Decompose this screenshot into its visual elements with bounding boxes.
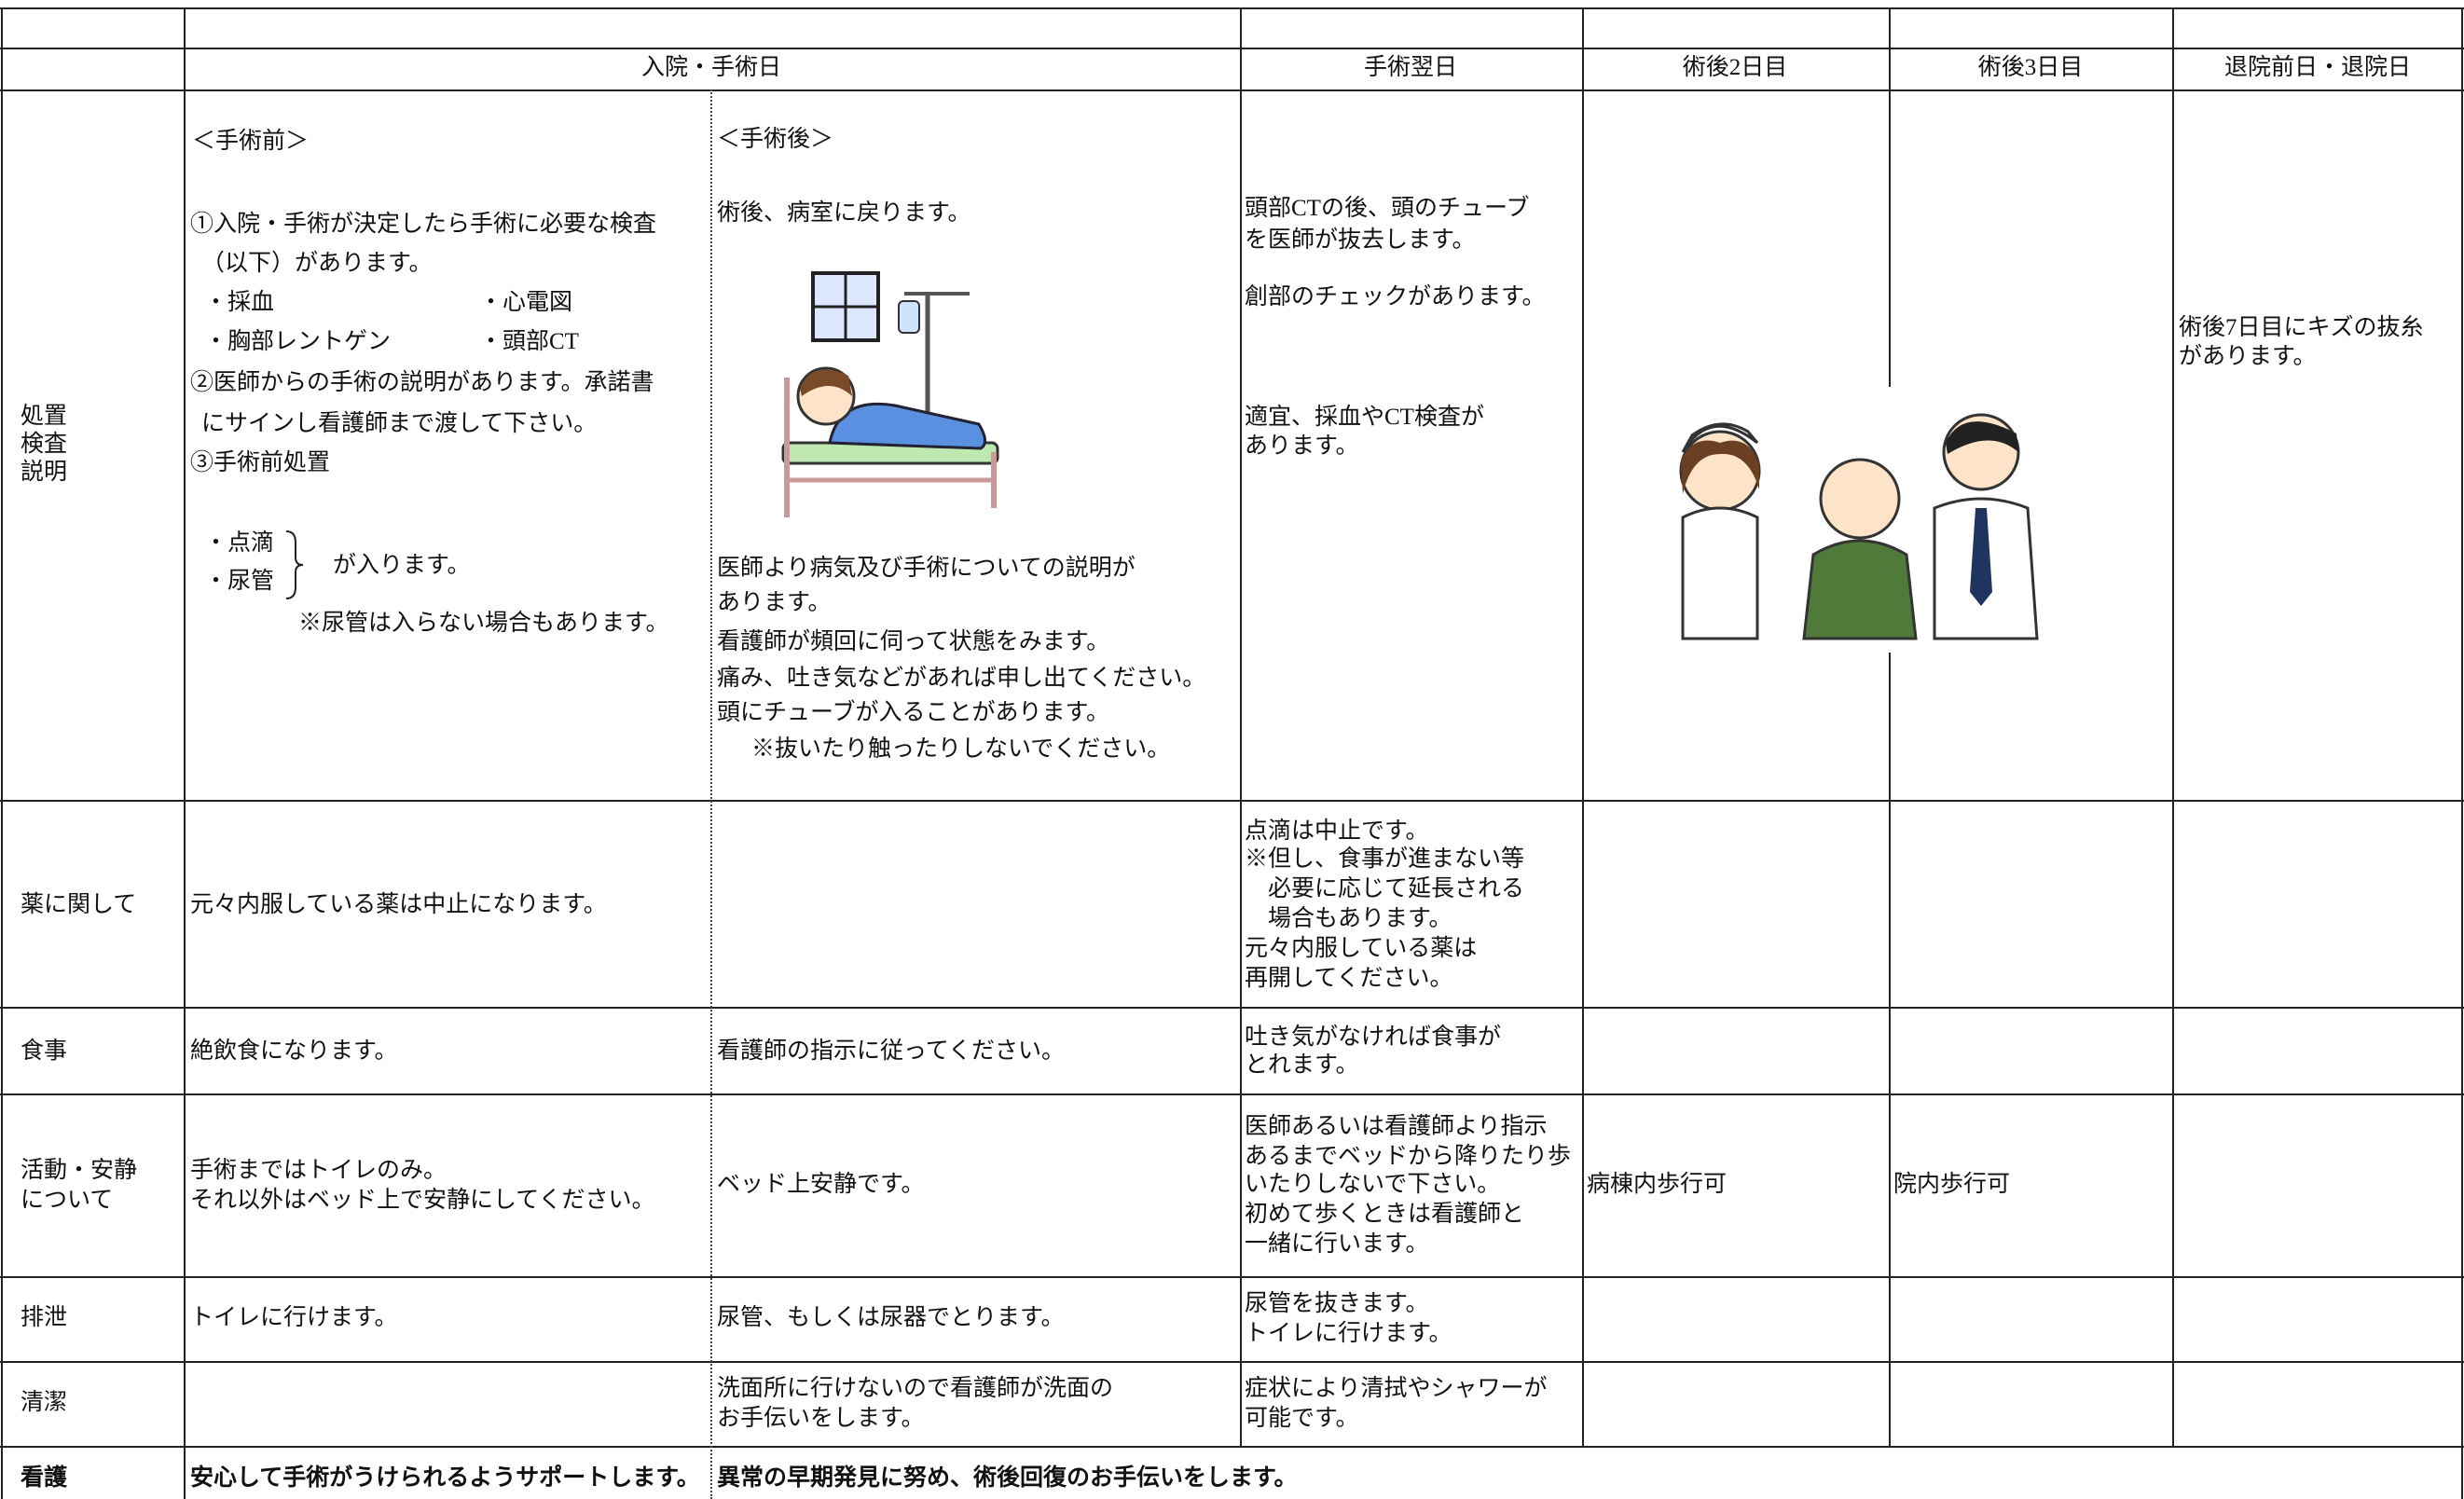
cell-text: ・心電図	[479, 290, 573, 315]
rule	[1240, 7, 1242, 1446]
cell-text: 看護師の指示に従ってください。	[717, 1038, 1066, 1064]
rule	[1582, 7, 1584, 1446]
cell-text: それ以外はベッド上で安静にしてください。	[190, 1188, 655, 1213]
cell-text: （以下）があります。	[201, 251, 433, 276]
row-label: 検査	[21, 432, 68, 457]
cell-text: 頭にチューブが入ることがあります。	[717, 700, 1110, 725]
cell-text: 病棟内歩行可	[1587, 1172, 1728, 1197]
cell-text: 適宜、採血やCT検査が	[1245, 405, 1484, 430]
header-cell: 術後3日目	[1977, 55, 2084, 80]
row-label: 薬に関して	[21, 892, 137, 917]
cell-text: 可能です。	[1245, 1406, 1359, 1431]
cell-text: ・点滴	[204, 530, 275, 556]
cell-text: 術後7日目にキズの抜糸	[2179, 315, 2424, 340]
cell-text: ※抜いたり触ったりしないでください。	[751, 736, 1171, 762]
cell-text: 洗面所に行けないので看護師が洗面の	[717, 1376, 1114, 1401]
row-label: 食事	[21, 1038, 68, 1064]
rule	[710, 89, 712, 1499]
cell-text: 異常の早期発見に努め、術後回復のお手伝いをします。	[717, 1465, 1298, 1491]
cell-text: 尿管、もしくは尿器でとります。	[717, 1305, 1065, 1330]
cell-text: 医師より病気及び手術についての説明が	[717, 556, 1136, 581]
cell-text: あるまでベッドから降りたり歩	[1245, 1144, 1572, 1169]
cell-text: 絶飲食になります。	[190, 1038, 398, 1064]
cell-text: 吐き気がなければ食事が	[1245, 1025, 1502, 1050]
cell-text: 術後、病室に戻ります。	[717, 200, 971, 226]
cell-text: 痛み、吐き気などがあれば申し出てください。	[717, 666, 1206, 691]
cell-text: 尿管を抜きます。	[1245, 1291, 1429, 1316]
cell-text: 頭部CTの後、頭のチューブ	[1245, 196, 1530, 221]
brace	[285, 530, 304, 599]
cell-text: ・尿管	[204, 569, 275, 594]
cell-text: 創部のチェックがあります。	[1245, 284, 1546, 309]
row-label: 看護	[21, 1465, 68, 1491]
cell-text: いたりしないで下さい。	[1245, 1172, 1501, 1197]
rule	[0, 800, 2464, 802]
rule	[2461, 7, 2463, 1499]
cell-text: お手伝いをします。	[717, 1406, 925, 1431]
header-cell: 手術翌日	[1363, 55, 1458, 80]
rule	[0, 48, 2464, 49]
cell-text: ＜手術後＞	[717, 127, 834, 152]
cell-text: あります。	[1245, 433, 1359, 459]
cell-text: ②医師からの手術の説明があります。承諾書	[190, 370, 654, 395]
cell-text: 一緒に行います。	[1245, 1231, 1429, 1257]
cell-text: 点滴は中止です。	[1245, 818, 1429, 844]
cell-text: 元々内服している薬は	[1245, 936, 1478, 961]
cell-text: を医師が抜去します。	[1245, 227, 1476, 253]
cell-text: トイレに行けます。	[190, 1305, 398, 1330]
cell-text: にサインし看護師まで渡して下さい。	[201, 411, 598, 436]
rule	[1, 7, 3, 1499]
cell-text: 再開してください。	[1245, 966, 1453, 991]
cell-text: 元々内服している薬は中止になります。	[190, 892, 607, 917]
rule	[0, 1093, 2464, 1095]
cell-text: ③手術前処置	[190, 450, 331, 475]
rule	[0, 1276, 2464, 1278]
row-label: 清潔	[21, 1390, 68, 1415]
cell-text: ・採血	[204, 290, 275, 315]
illustration-staff-patient	[1655, 387, 2065, 653]
rule	[1889, 7, 1891, 1446]
cell-text: ※尿管は入らない場合もあります。	[298, 611, 669, 636]
cell-text: ベッド上安静です。	[717, 1172, 925, 1197]
cell-text: があります。	[2179, 344, 2317, 369]
rule	[0, 7, 2464, 9]
row-label: 説明	[21, 460, 68, 485]
row-label: 処置	[21, 404, 68, 429]
cell-text: 手術まではトイレのみ。	[190, 1158, 447, 1183]
row-label: 排泄	[21, 1305, 68, 1330]
cell-text: トイレに行けます。	[1245, 1321, 1452, 1346]
rule	[0, 1361, 2464, 1363]
rule	[2172, 7, 2174, 1446]
cell-text: ＜手術前＞	[192, 129, 310, 154]
cell-text: あります。	[717, 590, 832, 615]
row-label: 活動・安静	[21, 1158, 138, 1183]
row-label: について	[21, 1188, 114, 1213]
rule	[0, 89, 2464, 91]
cell-text: とれます。	[1245, 1052, 1359, 1078]
rule	[0, 1446, 2464, 1448]
header-cell: 退院前日・退院日	[2223, 55, 2412, 80]
cell-text: 看護師が頻回に伺って状態をみます。	[717, 629, 1110, 654]
cell-text: 必要に応じて延長される	[1245, 876, 1525, 901]
cell-text: 安心して手術がうけられるようサポートします。	[190, 1465, 700, 1491]
cell-text: 医師あるいは看護師より指示	[1245, 1114, 1548, 1139]
cell-text: ①入院・手術が決定したら手術に必要な検査	[190, 212, 657, 237]
cell-text: 初めて歩くときは看護師と	[1245, 1202, 1525, 1227]
cell-text: 院内歩行可	[1893, 1172, 2011, 1197]
cell-text: 症状により清拭やシャワーが	[1245, 1376, 1548, 1401]
cell-text: 場合もあります。	[1245, 906, 1452, 931]
cell-text: ※但し、食事が進まない等	[1245, 846, 1525, 872]
illustration-patient-bed	[781, 271, 999, 517]
cell-text: が入ります。	[333, 553, 471, 578]
cell-text: ・頭部CT	[479, 329, 579, 354]
rule	[184, 7, 186, 1499]
cell-text: ・胸部レントゲン	[204, 329, 392, 354]
header-cell: 術後2日目	[1682, 55, 1788, 80]
rule	[0, 1007, 2464, 1009]
header-cell: 入院・手術日	[640, 55, 782, 80]
